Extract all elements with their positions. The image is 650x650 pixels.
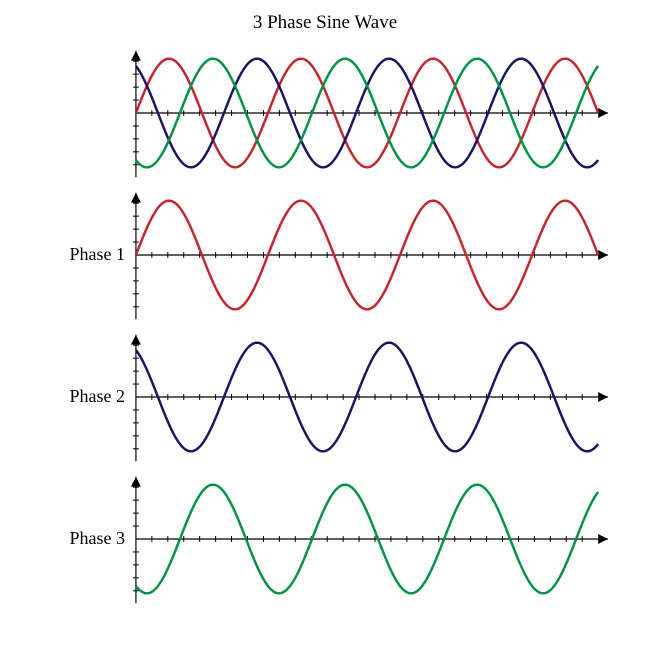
phase2-panel-label: Phase 2: [15, 386, 125, 407]
page-title: 3 Phase Sine Wave: [0, 12, 650, 34]
phase3-panel-label: Phase 3: [15, 528, 125, 549]
combined-panel: [130, 48, 610, 178]
phase2-panel: [130, 332, 610, 462]
phase1-panel: [130, 190, 610, 320]
phase1-panel-label: Phase 1: [15, 244, 125, 265]
phase3-panel: [130, 474, 610, 604]
